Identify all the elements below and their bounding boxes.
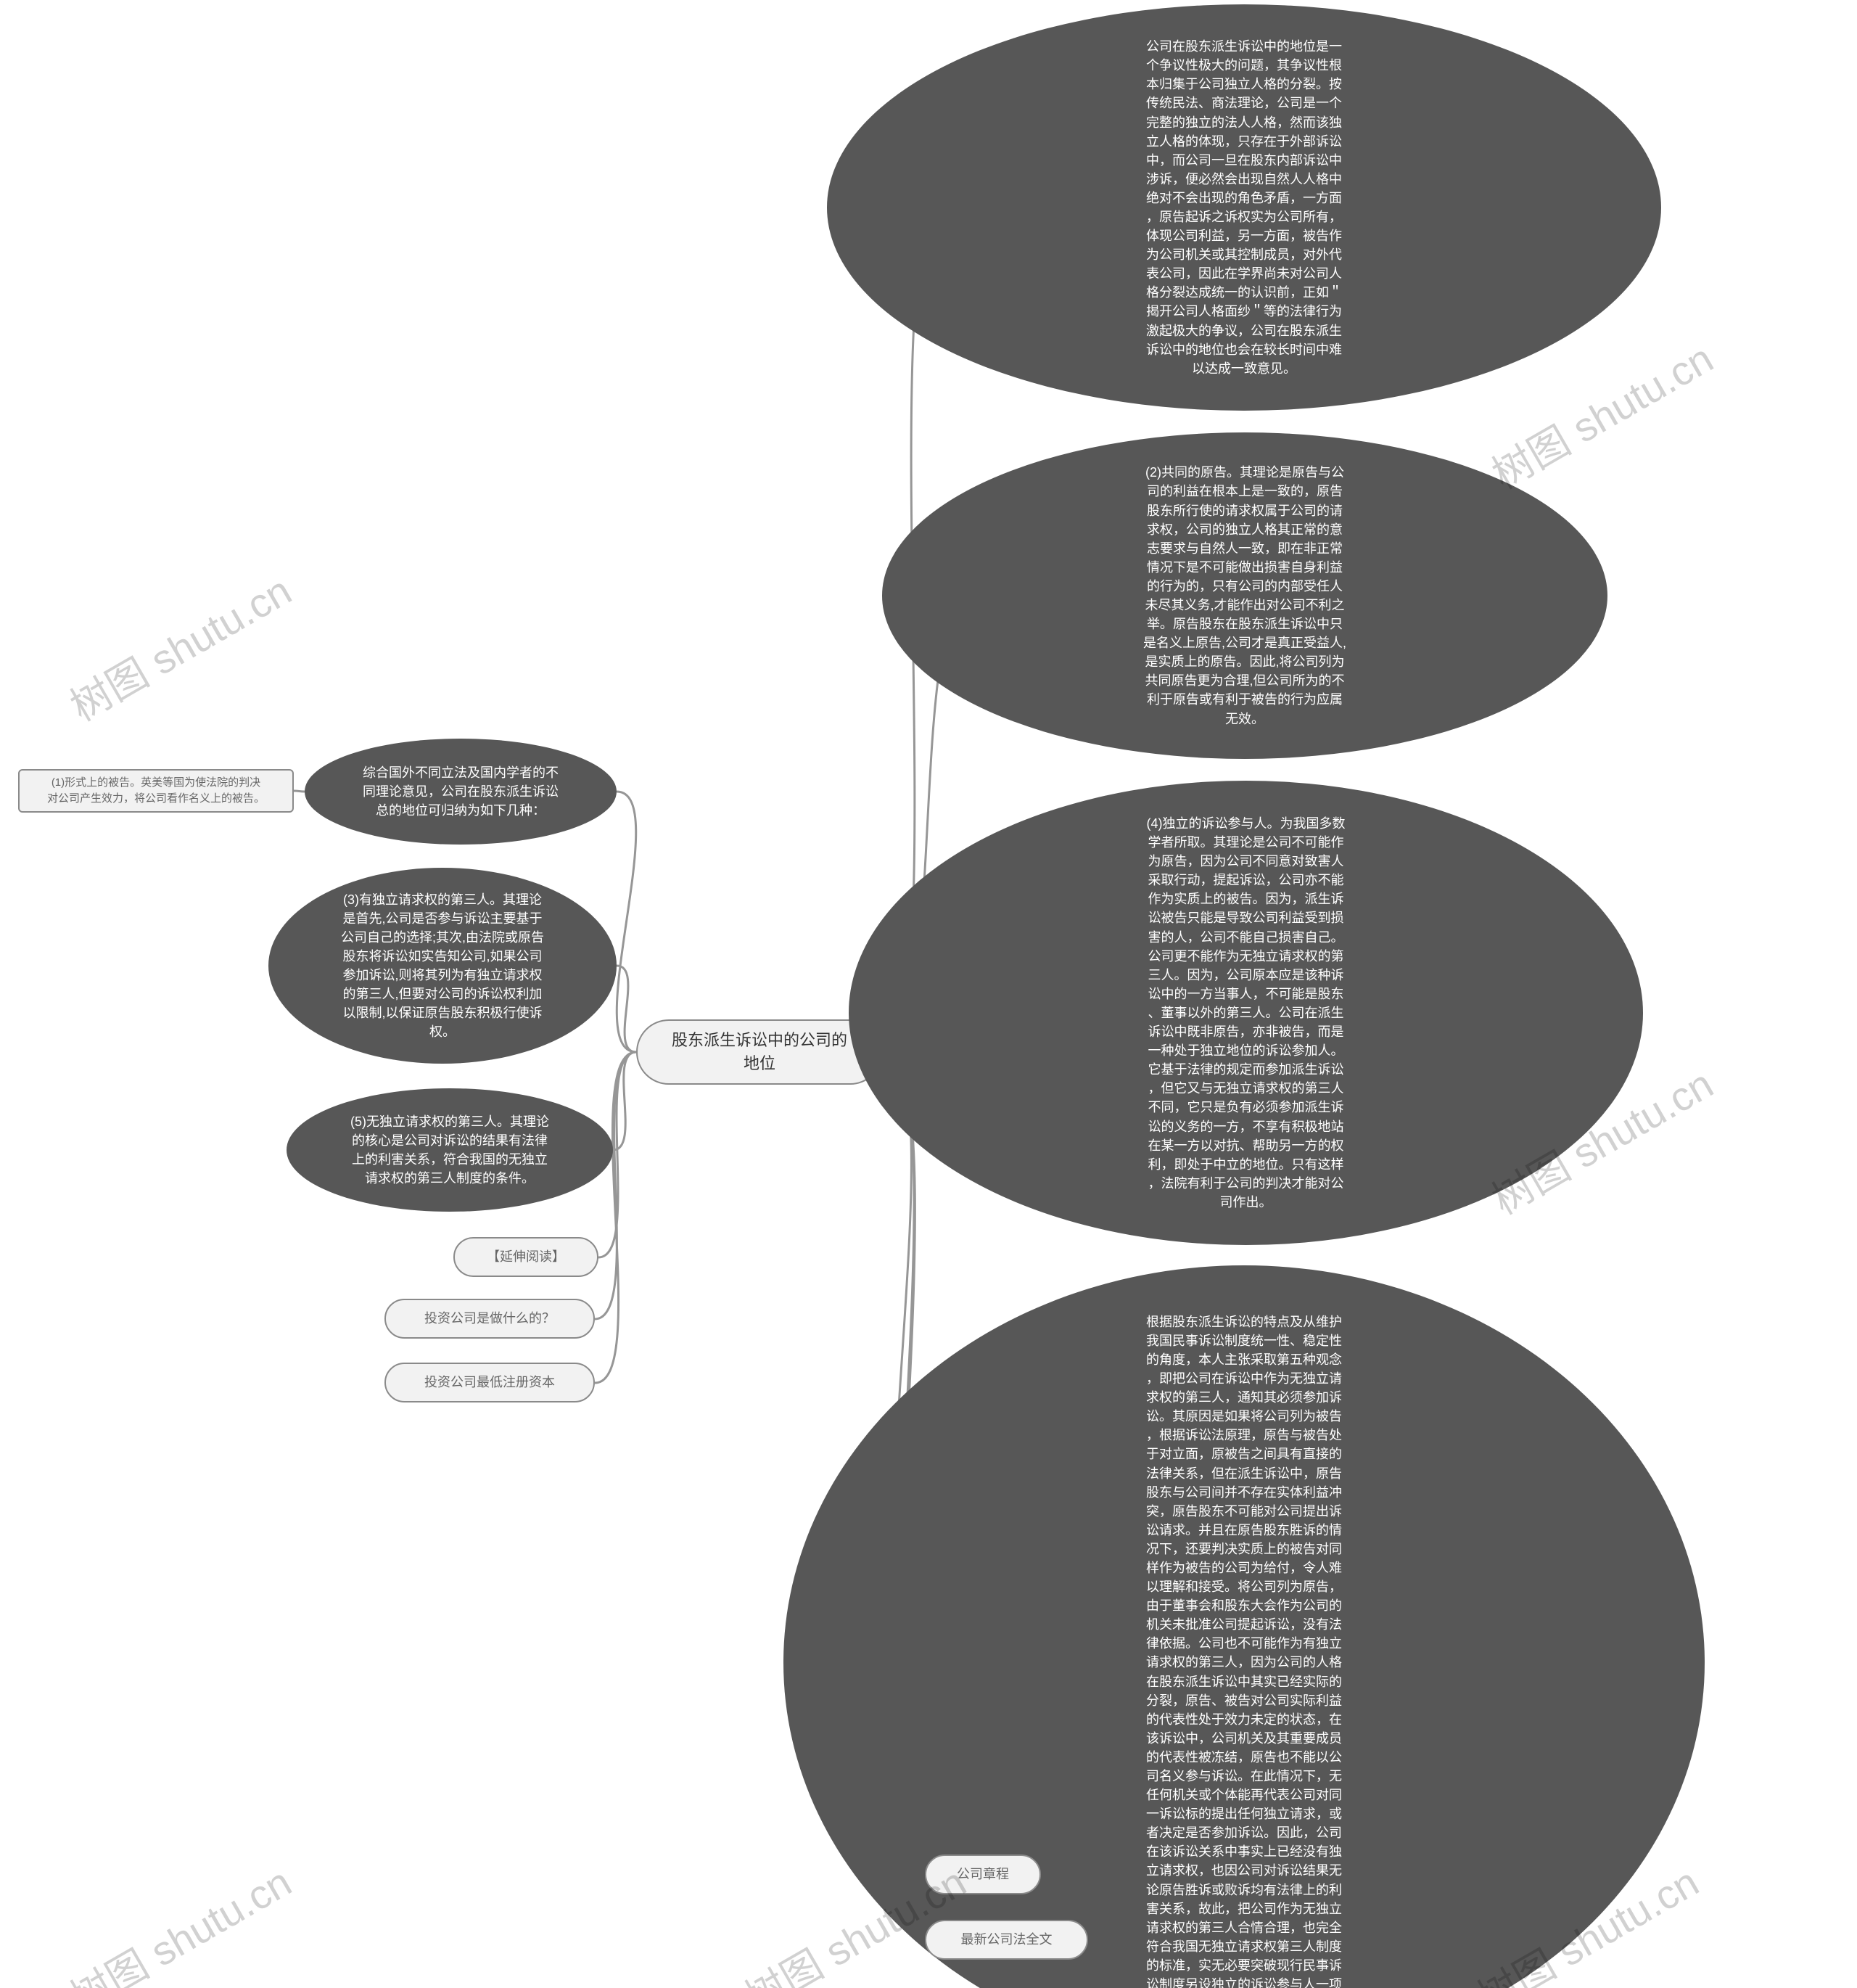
node-r2: (2)共同的原告。其理论是原告与公 司的利益在根本上是一致的，原告 股东所行使的… xyxy=(882,432,1607,759)
node-l1: 综合国外不同立法及国内学者的不 同理论意见，公司在股东派生诉讼 总的地位可归纳为… xyxy=(305,739,617,845)
node-l5-label: 投资公司是做什么的？ xyxy=(384,1299,595,1339)
node-l1-label: 综合国外不同立法及国内学者的不 同理论意见，公司在股东派生诉讼 总的地位可归纳为… xyxy=(305,739,617,845)
node-l2-label: (3)有独立请求权的第三人。其理论 是首先,公司是否参与诉讼主要基于 公司自己的… xyxy=(268,868,617,1064)
node-r4: 根据股东派生诉讼的特点及从维护 我国民事诉讼制度统一性、稳定性 的角度，本人主张… xyxy=(783,1265,1705,1988)
edge xyxy=(617,966,636,1052)
node-l6: 投资公司最低注册资本 xyxy=(384,1363,595,1402)
center-node-label: 股东派生诉讼中的公司的 地位 xyxy=(636,1019,883,1085)
watermark: 树图 shutu.cn xyxy=(58,559,300,733)
node-r3: (4)独立的诉讼参与人。为我国多数 学者所取。其理论是公司不可能作 为原告，因为… xyxy=(849,781,1643,1245)
node-r1-label: 公司在股东派生诉讼中的地位是一 个争议性极大的问题，其争议性根 本归集于公司独立… xyxy=(827,4,1661,411)
node-r2-label: (2)共同的原告。其理论是原告与公 司的利益在根本上是一致的，原告 股东所行使的… xyxy=(882,432,1607,759)
node-r1: 公司在股东派生诉讼中的地位是一 个争议性极大的问题，其争议性根 本归集于公司独立… xyxy=(827,4,1661,411)
center-node: 股东派生诉讼中的公司的 地位 xyxy=(636,1019,883,1085)
node-r6: 最新公司法全文 xyxy=(925,1920,1088,1960)
node-l3-label: (5)无独立请求权的第三人。其理论 的核心是公司对诉讼的结果有法律 上的利害关系… xyxy=(287,1088,613,1212)
node-r5-label: 公司章程 xyxy=(925,1854,1041,1894)
edge xyxy=(294,791,305,792)
node-l3: (5)无独立请求权的第三人。其理论 的核心是公司对诉讼的结果有法律 上的利害关系… xyxy=(287,1088,613,1212)
node-l4-label: 【延伸阅读】 xyxy=(453,1237,598,1277)
node-l6-label: 投资公司最低注册资本 xyxy=(384,1363,595,1402)
node-r6-label: 最新公司法全文 xyxy=(925,1920,1088,1960)
watermark: 树图 shutu.cn xyxy=(58,1850,300,1988)
node-l2: (3)有独立请求权的第三人。其理论 是首先,公司是否参与诉讼主要基于 公司自己的… xyxy=(268,868,617,1064)
edge xyxy=(617,792,636,1052)
node-r4-label: 根据股东派生诉讼的特点及从维护 我国民事诉讼制度统一性、稳定性 的角度，本人主张… xyxy=(783,1265,1705,1988)
edge xyxy=(613,1052,636,1150)
node-l5: 投资公司是做什么的？ xyxy=(384,1299,595,1339)
node-r5: 公司章程 xyxy=(925,1854,1041,1894)
node-l4: 【延伸阅读】 xyxy=(453,1237,598,1277)
node-l1a-label: (1)形式上的被告。英美等国为使法院的判决 对公司产生效力，将公司看作名义上的被… xyxy=(18,769,294,813)
node-r3-label: (4)独立的诉讼参与人。为我国多数 学者所取。其理论是公司不可能作 为原告，因为… xyxy=(849,781,1643,1245)
node-l1a: (1)形式上的被告。英美等国为使法院的判决 对公司产生效力，将公司看作名义上的被… xyxy=(18,769,294,813)
